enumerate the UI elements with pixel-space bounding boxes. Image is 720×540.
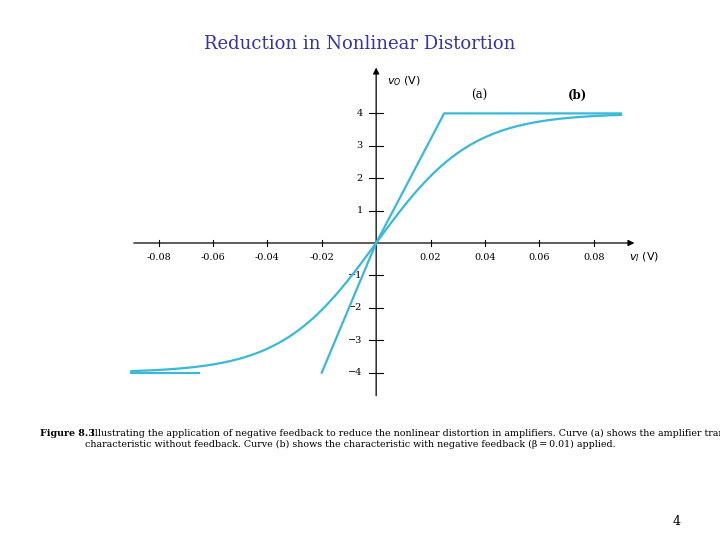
Text: $v_O$ (V): $v_O$ (V) bbox=[387, 75, 421, 88]
Text: 0.04: 0.04 bbox=[474, 253, 496, 262]
Text: −4: −4 bbox=[348, 368, 363, 377]
Text: 0.02: 0.02 bbox=[420, 253, 441, 262]
Text: −2: −2 bbox=[348, 303, 363, 312]
Text: 3: 3 bbox=[356, 141, 363, 150]
Text: 0.08: 0.08 bbox=[583, 253, 605, 262]
Text: −1: −1 bbox=[348, 271, 363, 280]
Text: 1: 1 bbox=[356, 206, 363, 215]
Text: -0.08: -0.08 bbox=[146, 253, 171, 262]
Text: $v_I$ (V): $v_I$ (V) bbox=[629, 251, 659, 265]
Text: −3: −3 bbox=[348, 336, 363, 345]
Text: -0.02: -0.02 bbox=[310, 253, 334, 262]
Text: (a): (a) bbox=[472, 89, 487, 102]
Text: -0.04: -0.04 bbox=[255, 253, 280, 262]
Text: (b): (b) bbox=[568, 89, 587, 102]
Text: Figure 8.3: Figure 8.3 bbox=[40, 429, 94, 438]
Text: 0.06: 0.06 bbox=[528, 253, 550, 262]
Text: Illustrating the application of negative feedback to reduce the nonlinear distor: Illustrating the application of negative… bbox=[85, 429, 720, 449]
Text: Reduction in Nonlinear Distortion: Reduction in Nonlinear Distortion bbox=[204, 35, 516, 53]
Text: -0.06: -0.06 bbox=[201, 253, 225, 262]
Text: 2: 2 bbox=[356, 174, 363, 183]
Text: 4: 4 bbox=[672, 515, 680, 528]
Text: 4: 4 bbox=[356, 109, 363, 118]
